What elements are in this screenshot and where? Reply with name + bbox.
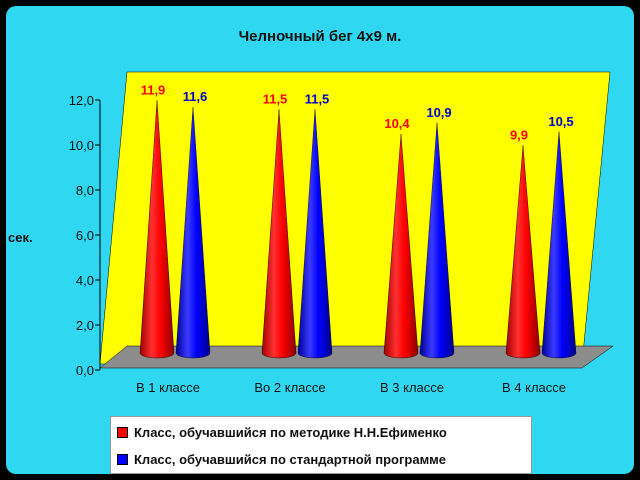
y-tick-label: 10,0 <box>69 138 94 153</box>
data-label: 11,9 <box>141 82 166 97</box>
legend-item-series-2: Класс, обучавшийся по стандартной програ… <box>117 447 531 471</box>
x-tick-label: Во 2 классе <box>254 380 325 395</box>
bar-cone <box>383 133 419 359</box>
legend-label-series-1: Класс, обучавшийся по методике Н.Н.Ефиме… <box>134 424 447 440</box>
data-label: 10,9 <box>426 105 451 120</box>
bar-cone <box>541 131 577 359</box>
x-tick-label: В 3 классе <box>380 380 444 395</box>
bar-cone <box>297 109 333 359</box>
bar-cone <box>261 109 297 359</box>
y-tick-label: 4,0 <box>76 273 94 288</box>
bar-cone <box>175 106 211 359</box>
bar-cone <box>419 122 455 359</box>
y-tick-label: 8,0 <box>76 183 94 198</box>
y-tick-label: 2,0 <box>76 318 94 333</box>
chart-title: Челночный бег 4х9 м. <box>238 28 402 45</box>
legend-swatch-red <box>117 426 128 438</box>
x-tick-label: В 4 классе <box>502 380 566 395</box>
data-label: 9,9 <box>510 127 528 142</box>
y-axis-label: сек. <box>8 230 33 245</box>
legend-label-series-2: Класс, обучавшийся по стандартной програ… <box>134 451 447 467</box>
data-label: 10,5 <box>548 114 573 129</box>
data-label: 11,5 <box>305 91 330 106</box>
x-tick-label: В 1 классе <box>136 380 200 395</box>
legend-item-series-1: Класс, обучавшийся по методике Н.Н.Ефиме… <box>117 420 531 444</box>
data-label: 10,4 <box>384 116 410 131</box>
legend: Класс, обучавшийся по методике Н.Н.Ефиме… <box>110 416 532 474</box>
data-label: 11,6 <box>183 89 208 104</box>
bar-cone <box>139 100 175 359</box>
data-label: 11,5 <box>263 91 288 106</box>
y-tick-label: 6,0 <box>76 228 94 243</box>
y-tick-label: 12,0 <box>69 93 94 108</box>
y-tick-label: 0,0 <box>76 363 94 378</box>
bar-cone <box>505 145 541 359</box>
legend-swatch-blue <box>117 453 128 465</box>
